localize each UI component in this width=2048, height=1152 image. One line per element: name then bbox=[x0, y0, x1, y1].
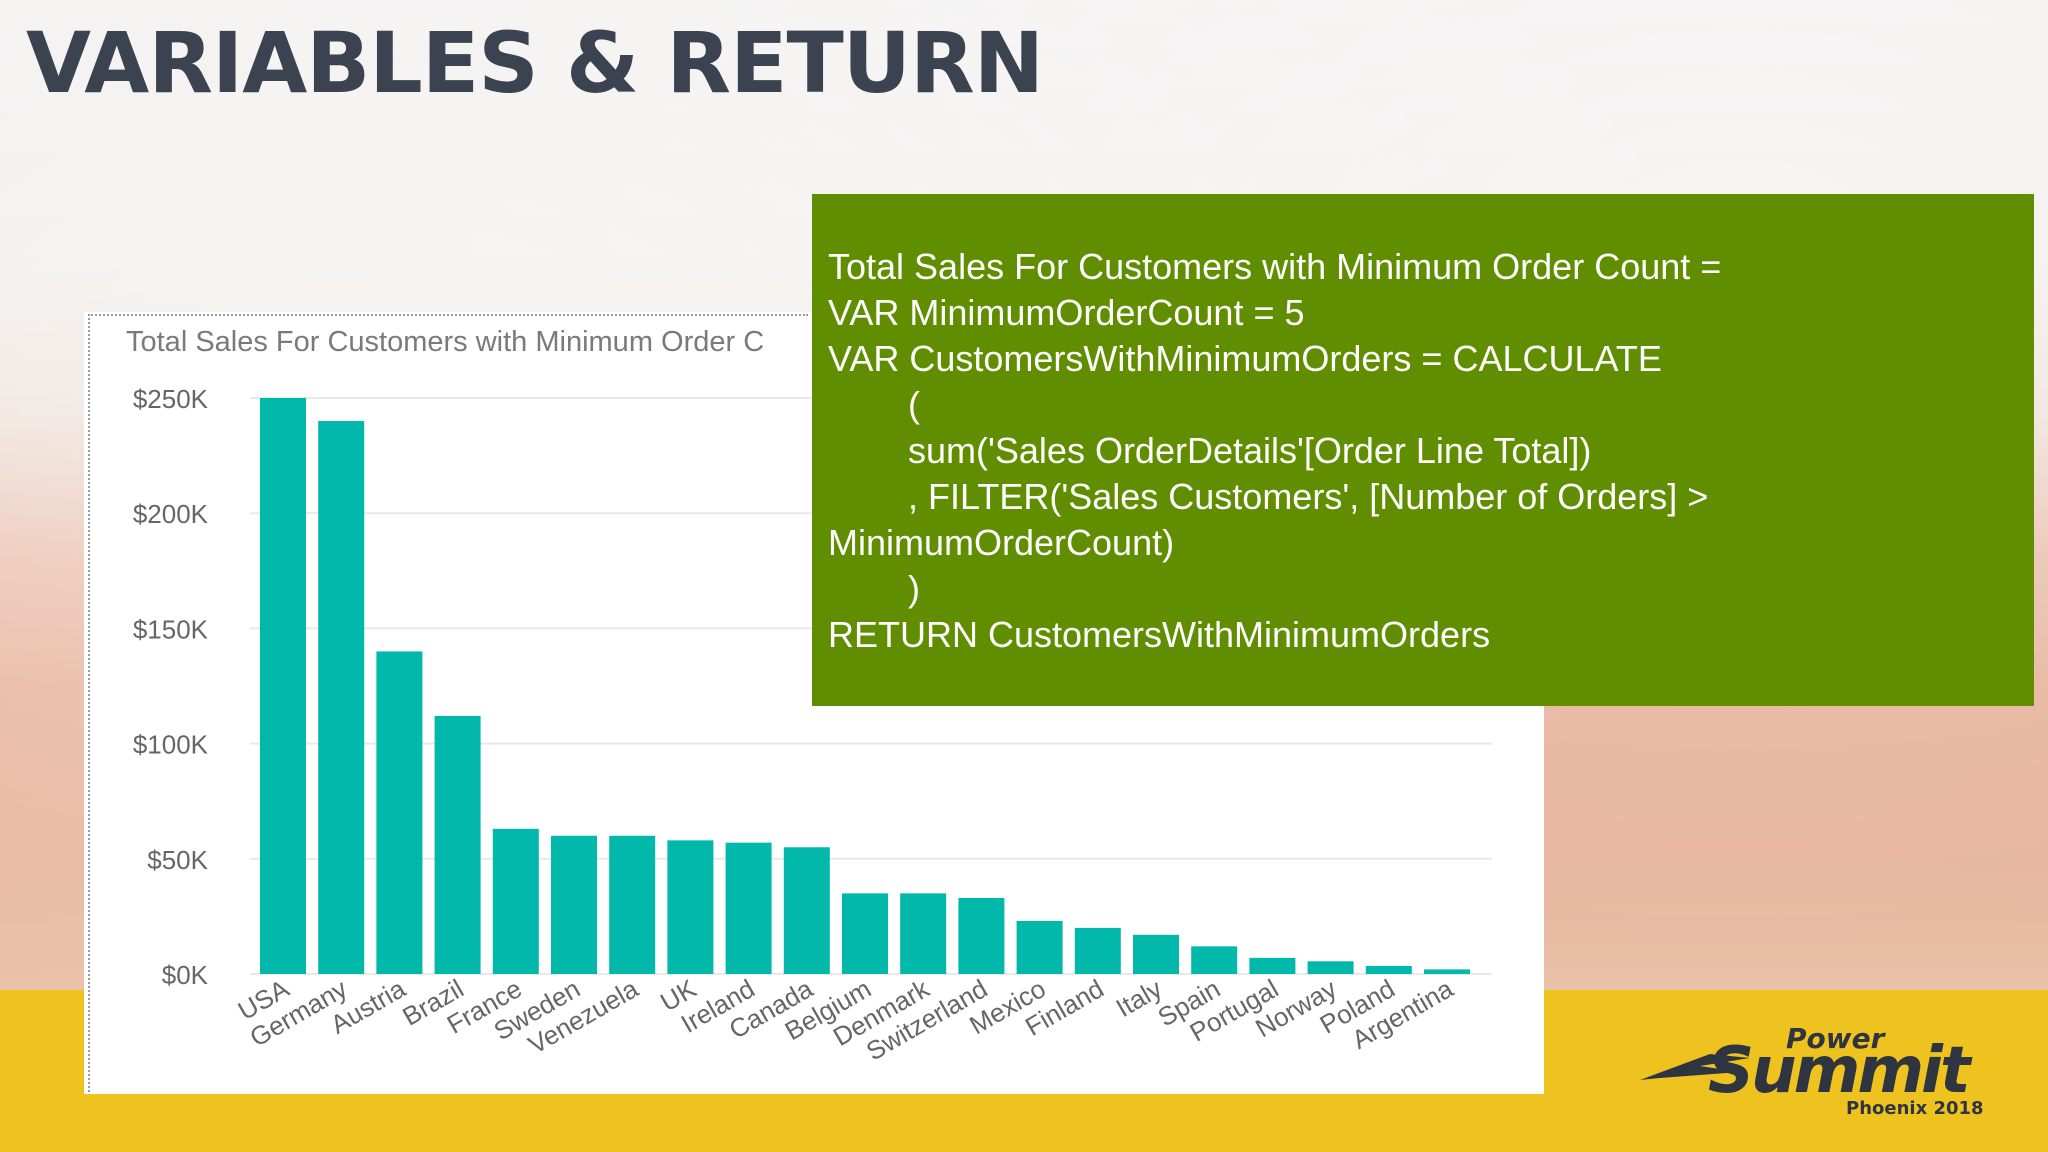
swoosh-icon bbox=[1640, 1054, 1750, 1080]
bar-sweden[interactable] bbox=[551, 835, 597, 974]
bar-brazil[interactable] bbox=[434, 715, 481, 974]
bar-poland[interactable] bbox=[1365, 965, 1412, 974]
bars bbox=[260, 398, 1470, 974]
bar-belgium[interactable] bbox=[842, 893, 888, 974]
logo-event-text: Phoenix 2018 bbox=[1846, 1098, 1984, 1119]
y-tick-label: $0K bbox=[162, 960, 209, 990]
y-tick-label: $250K bbox=[133, 384, 209, 414]
bar-spain[interactable] bbox=[1191, 946, 1238, 974]
code-line-8: ) bbox=[828, 568, 921, 609]
bar-mexico[interactable] bbox=[1016, 921, 1063, 974]
bar-denmark[interactable] bbox=[900, 893, 947, 974]
code-line-4: ( bbox=[828, 384, 921, 425]
code-line-5: sum('Sales OrderDetails'[Order Line Tota… bbox=[828, 430, 1592, 471]
bar-usa[interactable] bbox=[260, 398, 306, 974]
bar-ireland[interactable] bbox=[725, 842, 772, 974]
code-line-1: Total Sales For Customers with Minimum O… bbox=[828, 246, 1722, 287]
x-axis-tick-labels: USAGermanyAustriaBrazilFranceSwedenVenez… bbox=[233, 973, 1459, 1067]
y-tick-label: $100K bbox=[133, 730, 209, 760]
bar-argentina[interactable] bbox=[1424, 969, 1470, 974]
y-tick-label: $50K bbox=[147, 845, 208, 875]
bar-portugal[interactable] bbox=[1249, 957, 1296, 974]
bar-austria[interactable] bbox=[376, 651, 423, 974]
chart-focus-border bbox=[88, 314, 808, 1092]
code-line-9: RETURN CustomersWithMinimumOrders bbox=[828, 614, 1491, 655]
bar-italy[interactable] bbox=[1133, 934, 1179, 974]
y-tick-label: $200K bbox=[133, 499, 209, 529]
bar-france[interactable] bbox=[492, 828, 539, 974]
bar-norway[interactable] bbox=[1307, 961, 1354, 974]
y-axis-tick-labels: $0K $50K $100K $150K $200K $250K bbox=[133, 384, 209, 990]
bar-germany[interactable] bbox=[318, 421, 365, 974]
code-line-7: MinimumOrderCount) bbox=[828, 522, 1175, 563]
power-summit-logo: Power Summit Phoenix 2018 bbox=[1640, 1018, 2000, 1120]
chart-title: Total Sales For Customers with Minimum O… bbox=[126, 326, 764, 358]
code-line-3: VAR CustomersWithMinimumOrders = CALCULA… bbox=[828, 338, 1662, 379]
bar-canada[interactable] bbox=[783, 847, 830, 974]
logo-summit-text: Summit bbox=[1708, 1034, 1971, 1108]
bar-venezuela[interactable] bbox=[609, 835, 656, 974]
bar-finland[interactable] bbox=[1074, 927, 1121, 974]
bar-switzerland[interactable] bbox=[958, 897, 1005, 974]
slide-title: VARIABLES & RETURN bbox=[26, 14, 1044, 112]
y-tick-label: $150K bbox=[133, 614, 209, 644]
bar-uk[interactable] bbox=[667, 840, 714, 974]
code-line-6: , FILTER('Sales Customers', [Number of O… bbox=[828, 476, 1709, 517]
dax-code-box: Total Sales For Customers with Minimum O… bbox=[812, 194, 2034, 706]
code-line-2: VAR MinimumOrderCount = 5 bbox=[828, 292, 1305, 333]
logo-power-text: Power bbox=[1786, 1022, 1885, 1055]
